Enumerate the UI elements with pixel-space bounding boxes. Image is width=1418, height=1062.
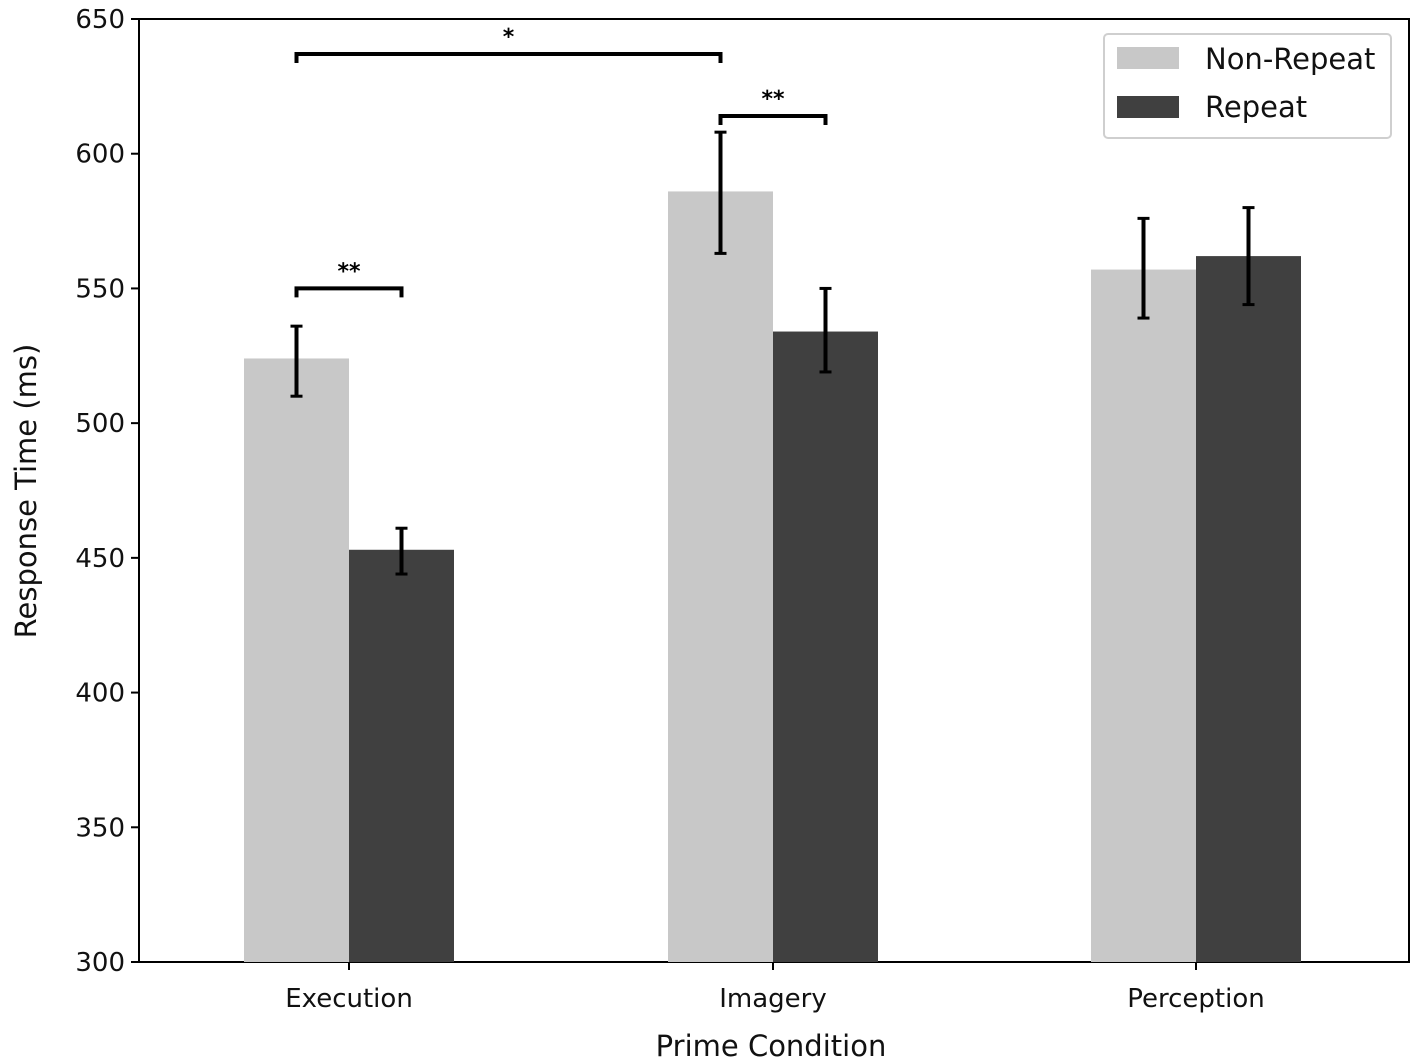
y-tick-label-300: 300 xyxy=(75,948,125,978)
bar-execution-repeat xyxy=(349,549,454,962)
significance-bracket-1 xyxy=(294,286,404,298)
bar-execution-non-repeat xyxy=(244,358,349,963)
bar-imagery-non-repeat xyxy=(668,191,773,963)
legend-swatch-repeat xyxy=(1117,96,1179,118)
error-bars-group xyxy=(290,130,1255,576)
y-tick-label-500: 500 xyxy=(75,409,125,439)
y-tick-label-450: 450 xyxy=(75,544,125,574)
x-tick-label-execution: Execution xyxy=(285,984,413,1014)
legend: Non-Repeat Repeat xyxy=(1103,33,1392,139)
bar-perception-repeat xyxy=(1196,256,1301,962)
significance-label-2: ** xyxy=(761,87,785,112)
x-axis: Execution Imagery Perception xyxy=(285,962,1265,1014)
y-tick-label-650: 650 xyxy=(75,5,125,35)
bar-perception-non-repeat xyxy=(1091,269,1196,962)
legend-label-repeat: Repeat xyxy=(1205,90,1307,124)
significance-bracket-0 xyxy=(294,52,723,64)
x-tick-label-imagery: Imagery xyxy=(719,984,827,1014)
y-axis-title: Response Time (ms) xyxy=(9,344,43,639)
bars-group xyxy=(244,191,1301,963)
significance-group: ***** xyxy=(294,25,828,298)
x-tick-label-perception: Perception xyxy=(1127,984,1264,1014)
y-tick-label-350: 350 xyxy=(75,813,125,843)
y-axis: 300 350 400 450 500 550 600 650 xyxy=(75,5,139,978)
significance-label-1: ** xyxy=(337,259,361,284)
y-tick-label-400: 400 xyxy=(75,679,125,709)
significance-bracket-2 xyxy=(718,113,828,125)
x-axis-title: Prime Condition xyxy=(656,1029,887,1062)
legend-label-non-repeat: Non-Repeat xyxy=(1205,42,1375,76)
significance-label-0: * xyxy=(503,25,515,50)
y-tick-label-600: 600 xyxy=(75,140,125,170)
y-tick-label-550: 550 xyxy=(75,274,125,304)
bar-imagery-repeat xyxy=(773,331,878,963)
legend-swatch-non-repeat xyxy=(1117,47,1179,69)
